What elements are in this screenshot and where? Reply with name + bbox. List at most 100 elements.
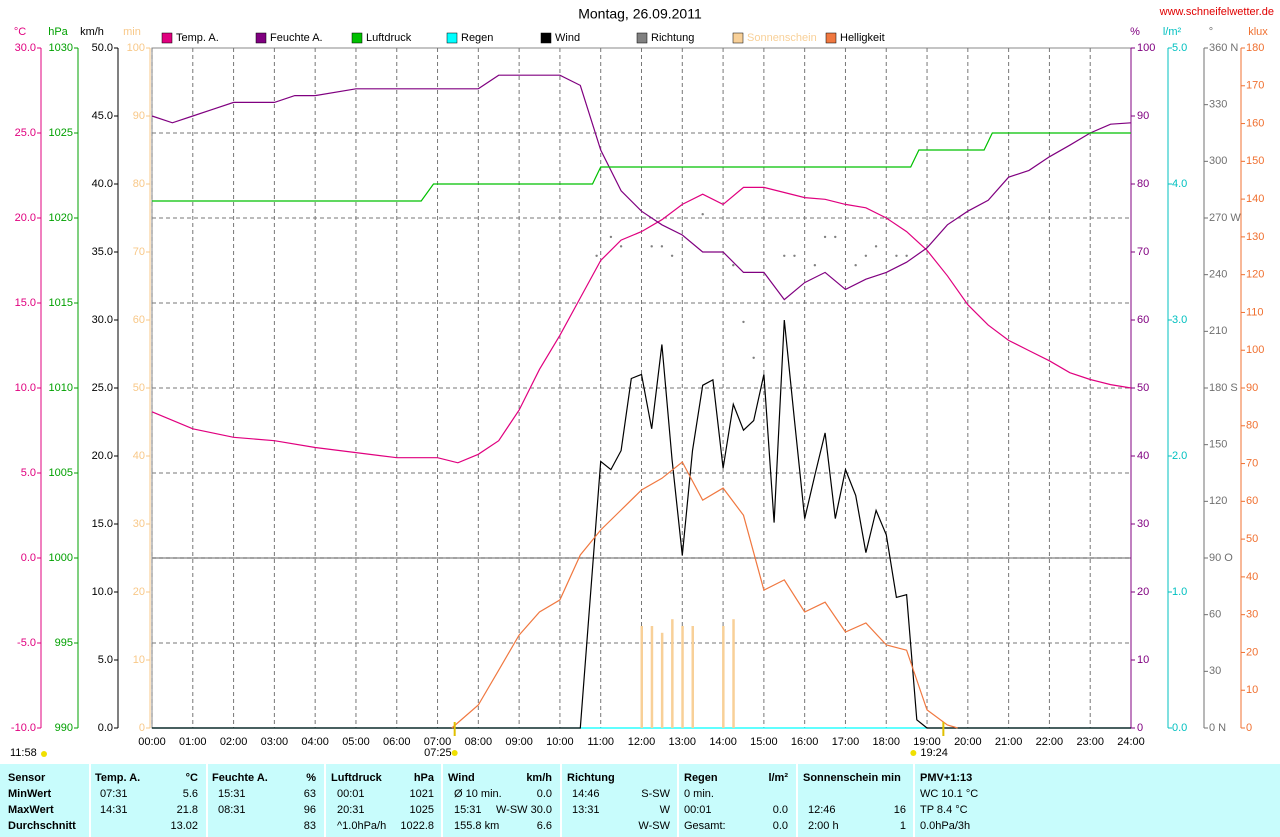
y-tick-label: 2.0 [1172,450,1187,462]
y-tick-label: 330 [1209,99,1227,111]
stats-cell: 15:31 [218,788,246,800]
direction-dot [670,254,674,257]
y-tick-label: 360 N [1209,42,1238,54]
stats-cell: 15:31 [454,804,482,816]
legend-swatch [161,32,173,44]
stats-cell: 00:01 [337,788,365,800]
stats-cell: 07:31 [100,788,128,800]
stats-cell: 14:31 [100,804,128,816]
stats-cell: 14:46 [572,788,600,800]
y-tick-label: 0 [139,722,145,734]
y-tick-label: 180 [1246,42,1264,54]
stats-cell: WC 10.1 °C [920,788,978,800]
stats-cell: 0.0hPa/3h [920,820,970,832]
legend-swatch [825,32,837,44]
stats-cell: 6.6 [537,820,552,832]
stats-row-label: MaxWert [8,804,54,816]
legend-label: Luftdruck [366,32,412,44]
y-tick-label: 30 [133,518,145,530]
stats-cell: S-SW [641,788,670,800]
axis-unit: °C [14,26,26,38]
x-tick-label: 06:00 [383,736,411,748]
stats-background [0,764,1280,837]
stats-cell: 13.02 [170,820,198,832]
y-tick-label: 30 [1209,665,1221,677]
axis-unit: klux [1248,26,1268,38]
stats-cell: 0.0 [537,788,552,800]
y-tick-label: 60 [1246,495,1258,507]
x-tick-label: 03:00 [261,736,289,748]
direction-dot [595,254,598,257]
stats-cell: 20:31 [337,804,365,816]
chart-title: Montag, 26.09.2011 [578,6,702,22]
stats-cell: 5.6 [183,788,198,800]
y-tick-label: 40 [1246,571,1258,583]
y-tick-label: 90 O [1209,552,1233,564]
annotation: 19:24 [920,747,948,759]
stats-cell: 21.8 [177,804,198,816]
x-tick-label: 09:00 [505,736,533,748]
stats-header: Feuchte A. [212,772,268,784]
y-tick-label: 45.0 [92,110,113,122]
y-tick-label: 80 [133,178,145,190]
stats-cell: 00:01 [684,804,712,816]
y-tick-label: 120 [1209,495,1227,507]
x-tick-label: 13:00 [669,736,697,748]
x-tick-label: 20:00 [954,736,982,748]
stats-cell: Ø 10 min. [454,788,502,800]
y-tick-label: 1015 [49,297,73,309]
axis-unit: % [1130,26,1140,38]
y-tick-label: 60 [1137,314,1149,326]
y-tick-label: 270 W [1209,212,1241,224]
y-tick-label: 1.0 [1172,586,1187,598]
stats-cell: 16 [894,804,906,816]
stats-cell: W-SW 30.0 [496,804,552,816]
direction-dot [650,245,653,248]
x-tick-label: 23:00 [1076,736,1104,748]
y-tick-label: 15.0 [92,518,113,530]
direction-dot [905,254,908,257]
y-tick-label: 1005 [49,467,73,479]
y-tick-label: 1025 [49,127,73,139]
y-tick-label: 100 [1246,344,1264,356]
solar-noon: 11:58 [10,747,37,759]
stats-cell: 96 [304,804,316,816]
legend-label: Temp. A. [176,32,219,44]
y-tick-label: 70 [133,246,145,258]
y-tick-label: 90 [133,110,145,122]
y-tick-label: 210 [1209,325,1227,337]
stats-header: l/m² [768,772,788,784]
x-tick-label: 21:00 [995,736,1023,748]
y-tick-label: 3.0 [1172,314,1187,326]
stats-header: Regen [684,772,718,784]
y-tick-label: 10.0 [92,586,113,598]
y-tick-label: 90 [1246,382,1258,394]
legend-swatch [446,32,458,44]
direction-dot [701,213,704,216]
axis-unit: hPa [48,26,68,38]
direction-dot [834,235,837,239]
stats-header: Temp. A. [95,772,140,784]
legend-swatch [636,32,648,44]
x-tick-label: 08:00 [465,736,493,748]
stats-cell: 12:46 [808,804,836,816]
y-tick-label: 15.0 [15,297,36,309]
y-tick-label: 70 [1246,457,1258,469]
x-tick-label: 24:00 [1117,736,1145,748]
y-tick-label: 50 [1246,533,1258,545]
legend-swatch [732,32,744,44]
y-tick-label: 20 [1246,646,1258,658]
y-tick-label: 10 [133,654,145,666]
y-tick-label: 140 [1246,193,1264,205]
x-tick-label: 05:00 [342,736,370,748]
y-tick-label: 170 [1246,80,1264,92]
stats-cell: 1022.8 [400,820,434,832]
stats-cell: ^1.0hPa/h [337,820,386,832]
y-tick-label: 0 [1137,722,1143,734]
sunshine-bar [640,626,643,728]
sunshine-bar [660,632,664,728]
y-tick-label: 180 S [1209,382,1238,394]
stats-cell: W-SW [638,820,670,832]
series-line [152,319,1131,729]
